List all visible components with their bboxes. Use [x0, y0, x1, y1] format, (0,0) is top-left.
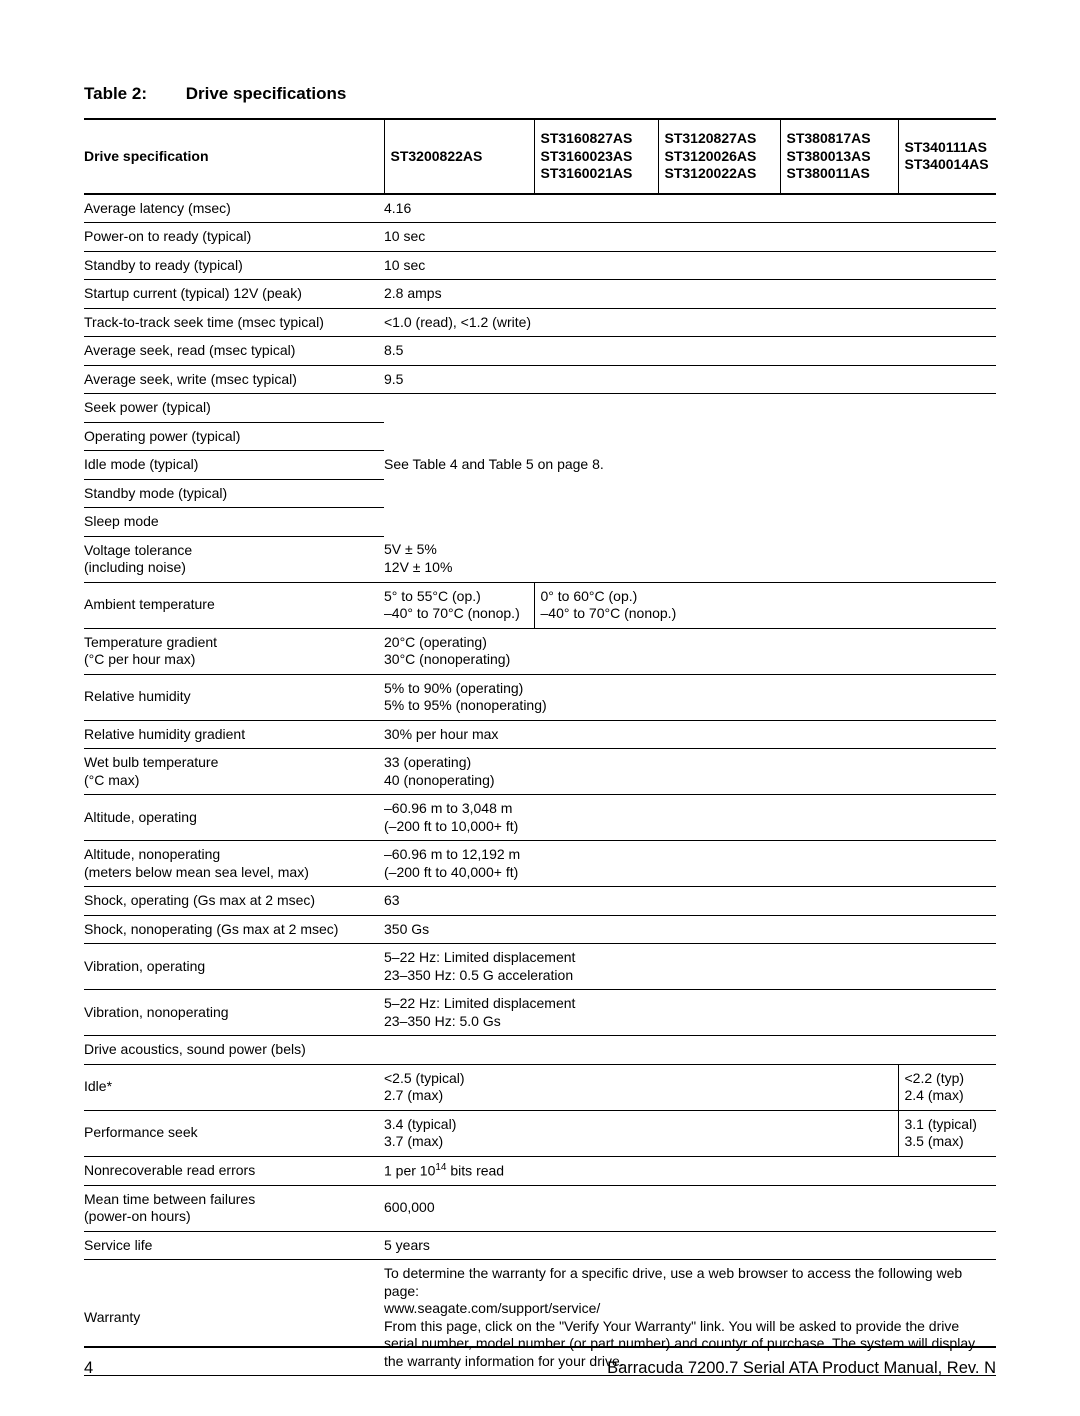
table-row: Idle* <2.5 (typical) 2.7 (max) <2.2 (typ… — [84, 1064, 996, 1110]
spec-label: Voltage tolerance (including noise) — [84, 536, 384, 582]
spec-value: 600,000 — [384, 1185, 996, 1231]
page-footer: 4 Barracuda 7200.7 Serial ATA Product Ma… — [84, 1359, 996, 1378]
table-row: Average latency (msec) 4.16 — [84, 194, 996, 223]
table-row: Shock, operating (Gs max at 2 msec) 63 — [84, 887, 996, 916]
spec-label: Shock, nonoperating (Gs max at 2 msec) — [84, 915, 384, 944]
spec-value: 5° to 55°C (op.) –40° to 70°C (nonop.) — [384, 582, 534, 628]
spec-value: 3.4 (typical) 3.7 (max) — [384, 1110, 898, 1156]
table-row: Ambient temperature 5° to 55°C (op.) –40… — [84, 582, 996, 628]
spec-value: 5V ± 5% 12V ± 10% — [384, 536, 996, 582]
spec-label: Power-on to ready (typical) — [84, 223, 384, 252]
spec-label: Nonrecoverable read errors — [84, 1156, 384, 1185]
table-row: Relative humidity gradient 30% per hour … — [84, 720, 996, 749]
spec-value: 5% to 90% (operating) 5% to 95% (nonoper… — [384, 674, 996, 720]
spec-label: Ambient temperature — [84, 582, 384, 628]
spec-label: Relative humidity gradient — [84, 720, 384, 749]
page-number: 4 — [84, 1359, 93, 1378]
caption-label: Table 2: — [84, 84, 147, 103]
spec-label: Shock, operating (Gs max at 2 msec) — [84, 887, 384, 916]
spec-value: 10 sec — [384, 251, 996, 280]
spec-value: 5 years — [384, 1231, 996, 1260]
table-row: Altitude, operating –60.96 m to 3,048 m … — [84, 795, 996, 841]
spec-value: 9.5 — [384, 365, 996, 394]
spec-label: Service life — [84, 1231, 384, 1260]
spec-value: 2.8 amps — [384, 280, 996, 309]
table-row: Average seek, read (msec typical) 8.5 — [84, 337, 996, 366]
table-row: Relative humidity 5% to 90% (operating) … — [84, 674, 996, 720]
spec-label: Drive acoustics, sound power (bels) — [84, 1036, 384, 1065]
spec-label: Altitude, operating — [84, 795, 384, 841]
spec-label: Idle* — [84, 1064, 384, 1110]
spec-value: –60.96 m to 12,192 m (–200 ft to 40,000+… — [384, 841, 996, 887]
header-col4: ST380817AS ST380013AS ST380011AS — [780, 119, 898, 194]
header-col2: ST3160827AS ST3160023AS ST3160021AS — [534, 119, 658, 194]
footer-title: Barracuda 7200.7 Serial ATA Product Manu… — [607, 1359, 996, 1378]
spec-value: 1 per 1014 bits read — [384, 1156, 996, 1185]
table-row: Track-to-track seek time (msec typical) … — [84, 308, 996, 337]
spec-value: <2.5 (typical) 2.7 (max) — [384, 1064, 898, 1110]
spec-value: <2.2 (typ) 2.4 (max) — [898, 1064, 996, 1110]
spec-label: Relative humidity — [84, 674, 384, 720]
table-row: Performance seek 3.4 (typical) 3.7 (max)… — [84, 1110, 996, 1156]
spec-value: <1.0 (read), <1.2 (write) — [384, 308, 996, 337]
spec-label: Mean time between failures (power-on hou… — [84, 1185, 384, 1231]
spec-value: 20°C (operating) 30°C (nonoperating) — [384, 628, 996, 674]
spec-value: 3.1 (typical) 3.5 (max) — [898, 1110, 996, 1156]
table-row: Standby to ready (typical) 10 sec — [84, 251, 996, 280]
spec-label: Startup current (typical) 12V (peak) — [84, 280, 384, 309]
table-row: Mean time between failures (power-on hou… — [84, 1185, 996, 1231]
footer-divider — [84, 1346, 996, 1348]
spec-label: Altitude, nonoperating (meters below mea… — [84, 841, 384, 887]
spec-value: 63 — [384, 887, 996, 916]
spec-value: 350 Gs — [384, 915, 996, 944]
spec-label: Standby to ready (typical) — [84, 251, 384, 280]
spec-label: Performance seek — [84, 1110, 384, 1156]
table-row: Service life 5 years — [84, 1231, 996, 1260]
spec-value: 0° to 60°C (op.) –40° to 70°C (nonop.) — [534, 582, 996, 628]
spec-label: Track-to-track seek time (msec typical) — [84, 308, 384, 337]
spec-value: –60.96 m to 3,048 m (–200 ft to 10,000+ … — [384, 795, 996, 841]
header-col1: ST3200822AS — [384, 119, 534, 194]
table-row: Wet bulb temperature (°C max) 33 (operat… — [84, 749, 996, 795]
spec-label: Vibration, operating — [84, 944, 384, 990]
spec-value — [384, 1036, 996, 1065]
spec-value: See Table 4 and Table 5 on page 8. — [384, 394, 996, 537]
table-row: Nonrecoverable read errors 1 per 1014 bi… — [84, 1156, 996, 1185]
spec-value: 33 (operating) 40 (nonoperating) — [384, 749, 996, 795]
spec-label: Average seek, read (msec typical) — [84, 337, 384, 366]
table-caption: Table 2: Drive specifications — [84, 84, 996, 104]
table-row: Average seek, write (msec typical) 9.5 — [84, 365, 996, 394]
drive-spec-table: Drive specification ST3200822AS ST316082… — [84, 118, 996, 1376]
spec-label: Vibration, nonoperating — [84, 990, 384, 1036]
spec-label: Temperature gradient (°C per hour max) — [84, 628, 384, 674]
table-row: Voltage tolerance (including noise) 5V ±… — [84, 536, 996, 582]
spec-value: 5–22 Hz: Limited displacement 23–350 Hz:… — [384, 944, 996, 990]
spec-label: Average latency (msec) — [84, 194, 384, 223]
spec-label: Wet bulb temperature (°C max) — [84, 749, 384, 795]
table-row: Startup current (typical) 12V (peak) 2.8… — [84, 280, 996, 309]
header-col5: ST340111AS ST340014AS — [898, 119, 996, 194]
spec-label: Seek power (typical) — [84, 394, 384, 423]
spec-label: Sleep mode — [84, 508, 384, 537]
caption-title: Drive specifications — [186, 84, 347, 103]
table-row: Altitude, nonoperating (meters below mea… — [84, 841, 996, 887]
spec-label: Standby mode (typical) — [84, 479, 384, 508]
table-row: Shock, nonoperating (Gs max at 2 msec) 3… — [84, 915, 996, 944]
table-row: Power-on to ready (typical) 10 sec — [84, 223, 996, 252]
table-row: Seek power (typical) See Table 4 and Tab… — [84, 394, 996, 423]
header-spec: Drive specification — [84, 119, 384, 194]
table-row: Drive acoustics, sound power (bels) — [84, 1036, 996, 1065]
header-col3: ST3120827AS ST3120026AS ST3120022AS — [658, 119, 780, 194]
spec-value: 30% per hour max — [384, 720, 996, 749]
spec-label: Operating power (typical) — [84, 422, 384, 451]
spec-label: Average seek, write (msec typical) — [84, 365, 384, 394]
spec-value: 8.5 — [384, 337, 996, 366]
spec-label: Idle mode (typical) — [84, 451, 384, 480]
spec-value: 4.16 — [384, 194, 996, 223]
table-row: Vibration, nonoperating 5–22 Hz: Limited… — [84, 990, 996, 1036]
spec-value: 10 sec — [384, 223, 996, 252]
table-row: Vibration, operating 5–22 Hz: Limited di… — [84, 944, 996, 990]
spec-value: 5–22 Hz: Limited displacement 23–350 Hz:… — [384, 990, 996, 1036]
table-row: Temperature gradient (°C per hour max) 2… — [84, 628, 996, 674]
